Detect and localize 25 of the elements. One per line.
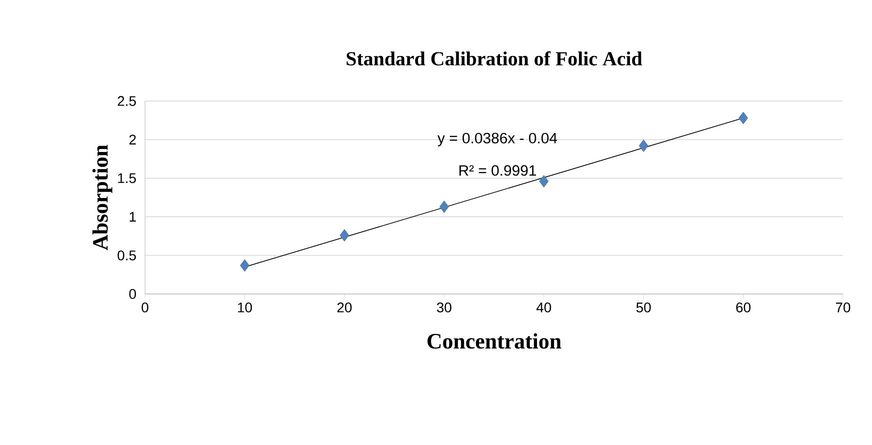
x-tick-label: 30 (436, 302, 452, 312)
x-tick-label: 0 (142, 302, 148, 312)
x-tick-label: 70 (836, 302, 850, 312)
annotation: y = 0.0386x - 0.04 (438, 132, 558, 146)
y-tick-label: 0.5 (118, 250, 136, 260)
y-tick-label: 0 (129, 289, 136, 299)
y-axis-title: Absorption (92, 144, 112, 250)
x-tick-label: 20 (337, 302, 352, 312)
y-tick-label: 1.5 (118, 173, 136, 184)
x-axis-title: Concentration (428, 333, 562, 349)
annotation: R² = 0.9991 (459, 165, 536, 176)
x-tick-label: 40 (536, 302, 552, 312)
point (738, 112, 748, 124)
chart-title: Standard Calibration of Folic Acid (346, 51, 642, 66)
y-tick-label: 1 (130, 212, 136, 222)
y-tick-label: 2 (129, 134, 136, 144)
point (340, 229, 350, 242)
x-tick-label: 50 (636, 302, 651, 312)
x-tick-label: 60 (736, 302, 751, 312)
point (240, 259, 250, 272)
y-tick-label: 2.5 (118, 96, 136, 106)
x-tick-label: 10 (238, 302, 252, 312)
point (439, 200, 449, 213)
point (638, 140, 648, 152)
point (539, 175, 549, 188)
